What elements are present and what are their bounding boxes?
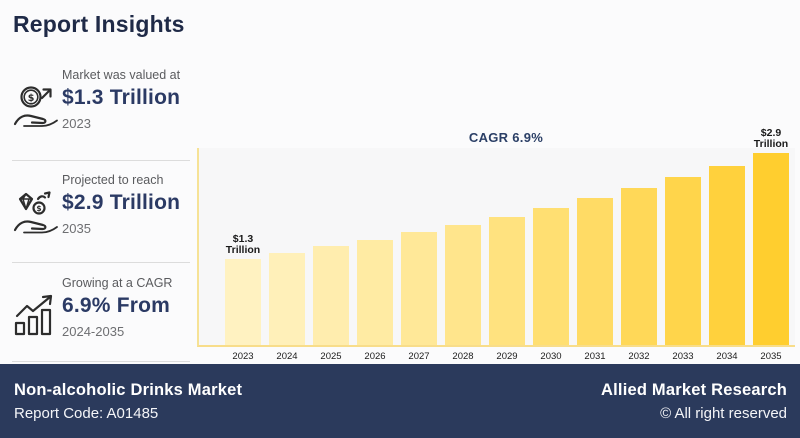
company-name: Allied Market Research [601,381,787,399]
footer-bar: Non-alcoholic Drinks Market Report Code:… [0,364,800,438]
bar-2034 [709,166,745,345]
bar-2033 [665,177,701,345]
stat-value: 6.9% From [62,294,170,317]
bar-2026 [357,240,393,345]
x-axis-label-2031: 2031 [584,351,606,362]
stat-value: $1.3 Trillion [62,86,181,109]
cagr-annotation: CAGR 6.9% [468,130,544,145]
svg-text:$: $ [36,204,41,213]
x-axis-label-2029: 2029 [496,351,518,362]
x-axis-labels: 2023 2024 2025 2026 2027 2028 2029 2030 2031 2032… [197,351,795,364]
x-axis-label-2035: 2035 [760,351,782,362]
footer-right: Allied Market Research © All right reser… [601,381,787,422]
stat-market-value: $ Market was valued at $1.3 Trillion 202… [12,68,192,131]
x-axis-label-2027: 2027 [408,351,430,362]
bar-2032 [621,188,657,345]
x-axis-label-2028: 2028 [452,351,474,362]
bar-value-label-2035: $2.9 Trillion [753,127,789,150]
stat-period: 2035 [62,221,91,236]
stat-cagr: Growing at a CAGR 6.9% From 2024-2035 [12,276,192,339]
stat-period: 2023 [62,116,91,131]
x-axis-label-2025: 2025 [320,351,342,362]
projection-icon: $ [12,187,60,235]
stat-caption: Projected to reach [62,173,164,187]
stat-caption: Growing at a CAGR [62,276,173,290]
stat-projection: $ Projected to reach $2.9 Trillion 2035 [12,173,192,236]
bar-2028 [445,225,481,345]
copyright-text: © All right reserved [660,405,787,422]
bar-2025 [313,246,349,345]
sidebar-divider-2 [12,262,190,263]
stat-caption: Market was valued at [62,68,181,82]
plot-area [197,148,795,347]
svg-text:$: $ [28,93,35,104]
sidebar-divider-3 [12,361,190,362]
bar-2035 [753,153,789,345]
x-axis-label-2023: 2023 [232,351,254,362]
bar-2031 [577,198,613,345]
footer-left: Non-alcoholic Drinks Market Report Code:… [14,381,242,422]
report-code: Report Code: A01485 [14,405,159,422]
x-axis-label-2024: 2024 [276,351,298,362]
bar-2024 [269,253,305,345]
stat-period: 2024-2035 [62,324,125,339]
sidebar-divider-1 [12,160,190,161]
bar-2027 [401,232,437,345]
x-axis-label-2033: 2033 [672,351,694,362]
sidebar-stats: $ Market was valued at $1.3 Trillion 202… [0,55,197,364]
bar-2030 [533,208,569,345]
bar-2029 [489,217,525,345]
x-axis-label-2034: 2034 [716,351,738,362]
page-title: Report Insights [13,11,185,37]
bar-value-label-2023: $1.3 Trillion [225,233,261,256]
money-growth-icon: $ [12,82,60,130]
x-axis-label-2026: 2026 [364,351,386,362]
cagr-icon [12,290,60,338]
market-name: Non-alcoholic Drinks Market [14,381,243,399]
x-axis-label-2032: 2032 [628,351,650,362]
x-axis-label-2030: 2030 [540,351,562,362]
bar-chart: CAGR 6.9% 2023 2024 2025 2026 2027 2028 2029 20… [197,0,800,364]
bar-2023 [225,259,261,345]
stat-value: $2.9 Trillion [62,191,181,214]
